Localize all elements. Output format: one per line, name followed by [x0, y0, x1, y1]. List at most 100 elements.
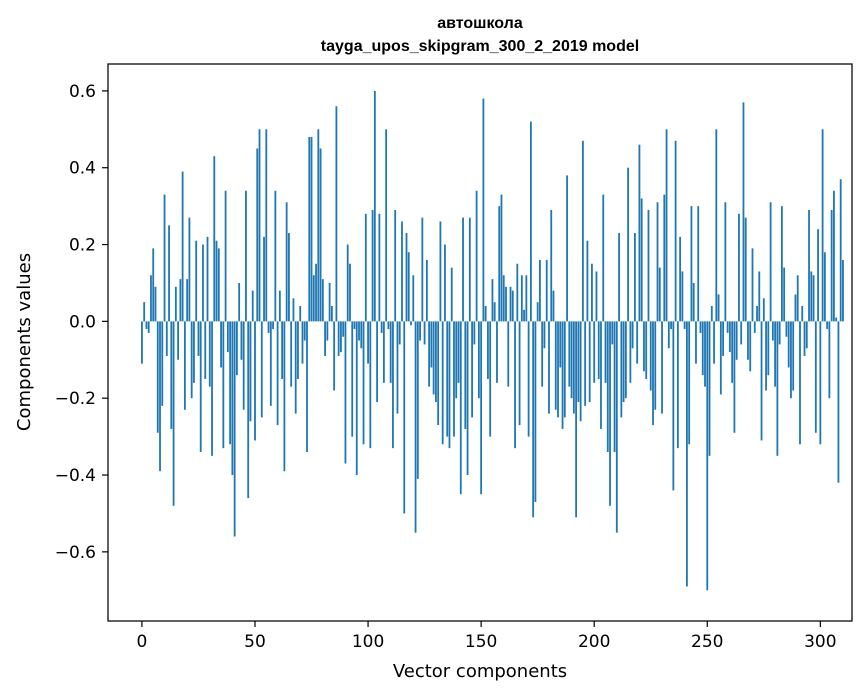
bar	[676, 321, 679, 449]
bar	[686, 321, 688, 587]
bar	[484, 306, 487, 322]
bar	[310, 136, 313, 322]
bar	[584, 321, 587, 406]
bar	[803, 321, 806, 356]
bar	[572, 321, 575, 414]
bar	[622, 321, 625, 403]
y-tick-label: 0.0	[69, 312, 96, 332]
bar	[143, 302, 146, 322]
bar	[717, 294, 720, 322]
bar	[290, 321, 293, 387]
x-tick-label: 100	[352, 632, 384, 652]
bar	[769, 202, 772, 322]
bar	[536, 302, 539, 322]
bar	[389, 321, 392, 383]
bar	[172, 321, 175, 506]
bar	[586, 240, 589, 322]
bar	[181, 171, 184, 322]
y-tick-label: 0.6	[69, 82, 96, 102]
plot-frame	[107, 63, 853, 622]
bar	[520, 275, 523, 322]
bar	[206, 236, 209, 322]
bar	[450, 267, 453, 322]
bar	[168, 225, 170, 322]
bar	[747, 321, 749, 360]
bar	[588, 321, 591, 403]
bar	[498, 206, 501, 322]
bar	[278, 290, 281, 322]
x-axis-ticks: 0 50 100 150 200 250 300	[137, 621, 837, 652]
bar	[690, 206, 693, 322]
bar	[839, 179, 842, 322]
bar	[518, 321, 521, 426]
bar	[706, 321, 709, 591]
bar	[500, 194, 503, 322]
bar	[842, 259, 844, 322]
bar	[749, 321, 752, 372]
y-tick-label: −0.6	[55, 543, 96, 563]
bar	[466, 321, 469, 476]
bar	[787, 321, 790, 368]
bar	[640, 198, 643, 322]
bar	[333, 321, 336, 391]
bar	[713, 321, 715, 364]
bar	[726, 321, 729, 333]
bar	[215, 240, 218, 322]
bar	[306, 321, 308, 452]
bar	[414, 321, 417, 533]
bar	[254, 321, 256, 441]
bar	[423, 321, 426, 345]
bar	[344, 321, 347, 464]
bar	[242, 321, 245, 410]
bar	[509, 286, 512, 322]
bar	[733, 321, 736, 433]
bar	[152, 248, 155, 322]
bar	[532, 321, 535, 518]
bar	[550, 209, 553, 322]
bar	[629, 321, 632, 383]
bar	[771, 321, 774, 341]
bar	[407, 252, 410, 322]
bar	[577, 321, 580, 403]
bar	[559, 321, 562, 368]
bar	[525, 275, 528, 322]
bar	[238, 282, 241, 322]
x-tick-label: 0	[137, 632, 148, 652]
bar	[226, 321, 229, 353]
x-tick-label: 50	[244, 632, 266, 652]
bars-group	[141, 90, 844, 591]
bar	[491, 279, 494, 322]
bar	[552, 290, 555, 322]
bar	[796, 275, 799, 322]
bar	[670, 321, 672, 330]
chart-title-line-2: tayga_upos_skipgram_300_2_2019 model	[321, 38, 639, 55]
bar	[575, 321, 578, 518]
bar	[145, 321, 148, 330]
bar	[566, 175, 568, 322]
bar	[204, 321, 207, 379]
bar	[496, 321, 498, 383]
bar	[229, 321, 232, 445]
bar	[301, 321, 304, 364]
bar	[351, 321, 354, 437]
bar	[600, 321, 602, 429]
bar	[740, 321, 743, 345]
y-tick-label: −0.2	[55, 389, 96, 409]
bar	[471, 321, 473, 418]
bar	[358, 321, 360, 341]
bar	[663, 194, 666, 322]
bar	[245, 190, 247, 322]
bar	[371, 209, 374, 322]
bar	[317, 129, 320, 322]
bar	[439, 221, 442, 322]
bar	[636, 321, 639, 364]
bar	[753, 321, 756, 333]
bar	[701, 321, 704, 376]
bar	[263, 236, 265, 322]
bar	[604, 321, 607, 383]
bar	[265, 129, 268, 322]
bar	[751, 248, 754, 322]
bar	[514, 321, 516, 449]
bar	[613, 321, 616, 452]
